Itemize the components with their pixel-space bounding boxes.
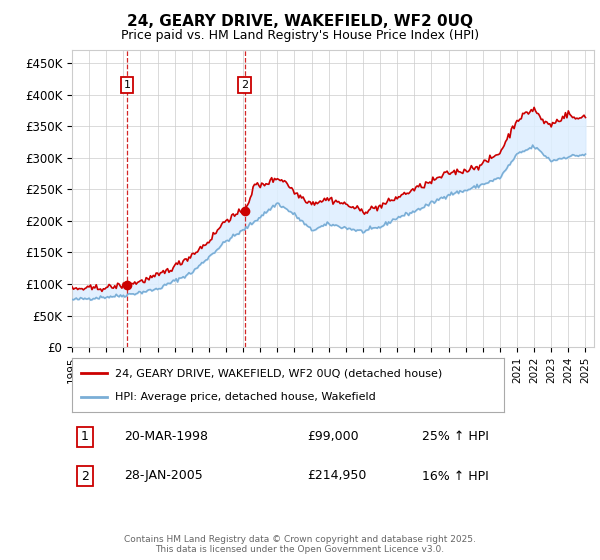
Text: £99,000: £99,000 <box>307 430 359 444</box>
Text: 2: 2 <box>241 80 248 90</box>
Text: 24, GEARY DRIVE, WAKEFIELD, WF2 0UQ (detached house): 24, GEARY DRIVE, WAKEFIELD, WF2 0UQ (det… <box>115 368 442 379</box>
Text: 16% ↑ HPI: 16% ↑ HPI <box>422 469 488 483</box>
Text: 20-MAR-1998: 20-MAR-1998 <box>124 430 208 444</box>
Text: Contains HM Land Registry data © Crown copyright and database right 2025.
This d: Contains HM Land Registry data © Crown c… <box>124 535 476 554</box>
Text: 1: 1 <box>124 80 131 90</box>
Text: 24, GEARY DRIVE, WAKEFIELD, WF2 0UQ: 24, GEARY DRIVE, WAKEFIELD, WF2 0UQ <box>127 14 473 29</box>
Text: Price paid vs. HM Land Registry's House Price Index (HPI): Price paid vs. HM Land Registry's House … <box>121 29 479 42</box>
Text: 1: 1 <box>81 430 89 444</box>
Text: HPI: Average price, detached house, Wakefield: HPI: Average price, detached house, Wake… <box>115 391 376 402</box>
Text: 25% ↑ HPI: 25% ↑ HPI <box>422 430 488 444</box>
Text: £214,950: £214,950 <box>307 469 366 483</box>
Text: 28-JAN-2005: 28-JAN-2005 <box>124 469 203 483</box>
Text: 2: 2 <box>81 469 89 483</box>
